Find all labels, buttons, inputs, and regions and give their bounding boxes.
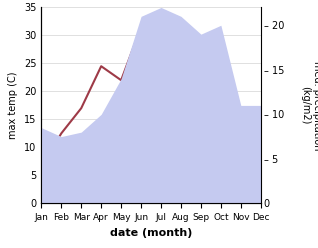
Y-axis label: max temp (C): max temp (C) (8, 72, 18, 139)
X-axis label: date (month): date (month) (110, 228, 192, 238)
Y-axis label: med. precipitation
(kg/m2): med. precipitation (kg/m2) (301, 61, 318, 150)
